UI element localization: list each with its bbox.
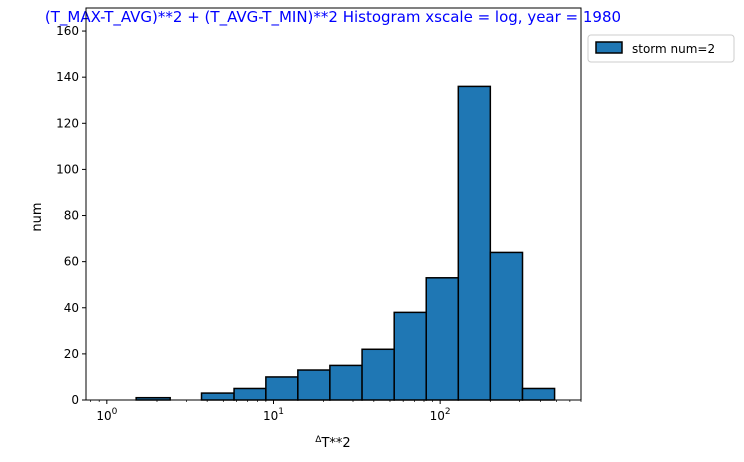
x-tick-label: 101 [263, 407, 284, 423]
histogram-bar [361, 348, 395, 401]
histogram-bar [200, 392, 235, 401]
legend-box [587, 34, 735, 63]
y-axis-label: num [30, 202, 45, 231]
y-tick-label: 40 [64, 301, 79, 315]
legend: storm num=2 [587, 34, 735, 63]
histogram-bar [233, 387, 267, 401]
x-axis: 100 101 102 [90, 400, 582, 423]
x-tick-label: 100 [96, 407, 117, 423]
histogram-bar [425, 277, 460, 401]
x-tick-label: 102 [430, 407, 451, 423]
y-axis: 0 20 40 60 80 100 120 140 160 [56, 24, 86, 407]
chart-title: (T_MAX-T_AVG)**2 + (T_AVG-T_MIN)**2 Hist… [45, 8, 621, 27]
y-tick-label: 0 [71, 393, 79, 407]
y-tick-label: 100 [56, 162, 79, 176]
histogram-bar [329, 364, 363, 401]
legend-swatch [595, 41, 623, 54]
y-tick-label: 80 [64, 209, 79, 223]
y-tick-label: 140 [56, 70, 79, 84]
histogram-bar [265, 376, 299, 401]
plot-frame [85, 7, 582, 401]
histogram-bar [457, 85, 492, 401]
histogram-bar [393, 311, 427, 401]
legend-label: storm num=2 [632, 42, 715, 56]
y-tick-label: 60 [64, 255, 79, 269]
x-axis-label: ΔT**2 [315, 435, 350, 451]
y-tick-label: 120 [56, 116, 79, 130]
bars-group [135, 85, 556, 401]
y-tick-label: 20 [64, 347, 79, 361]
y-tick-label: 160 [56, 24, 79, 38]
histogram-bar [489, 251, 524, 401]
histogram-bar [297, 369, 331, 401]
histogram-bar [521, 387, 556, 401]
